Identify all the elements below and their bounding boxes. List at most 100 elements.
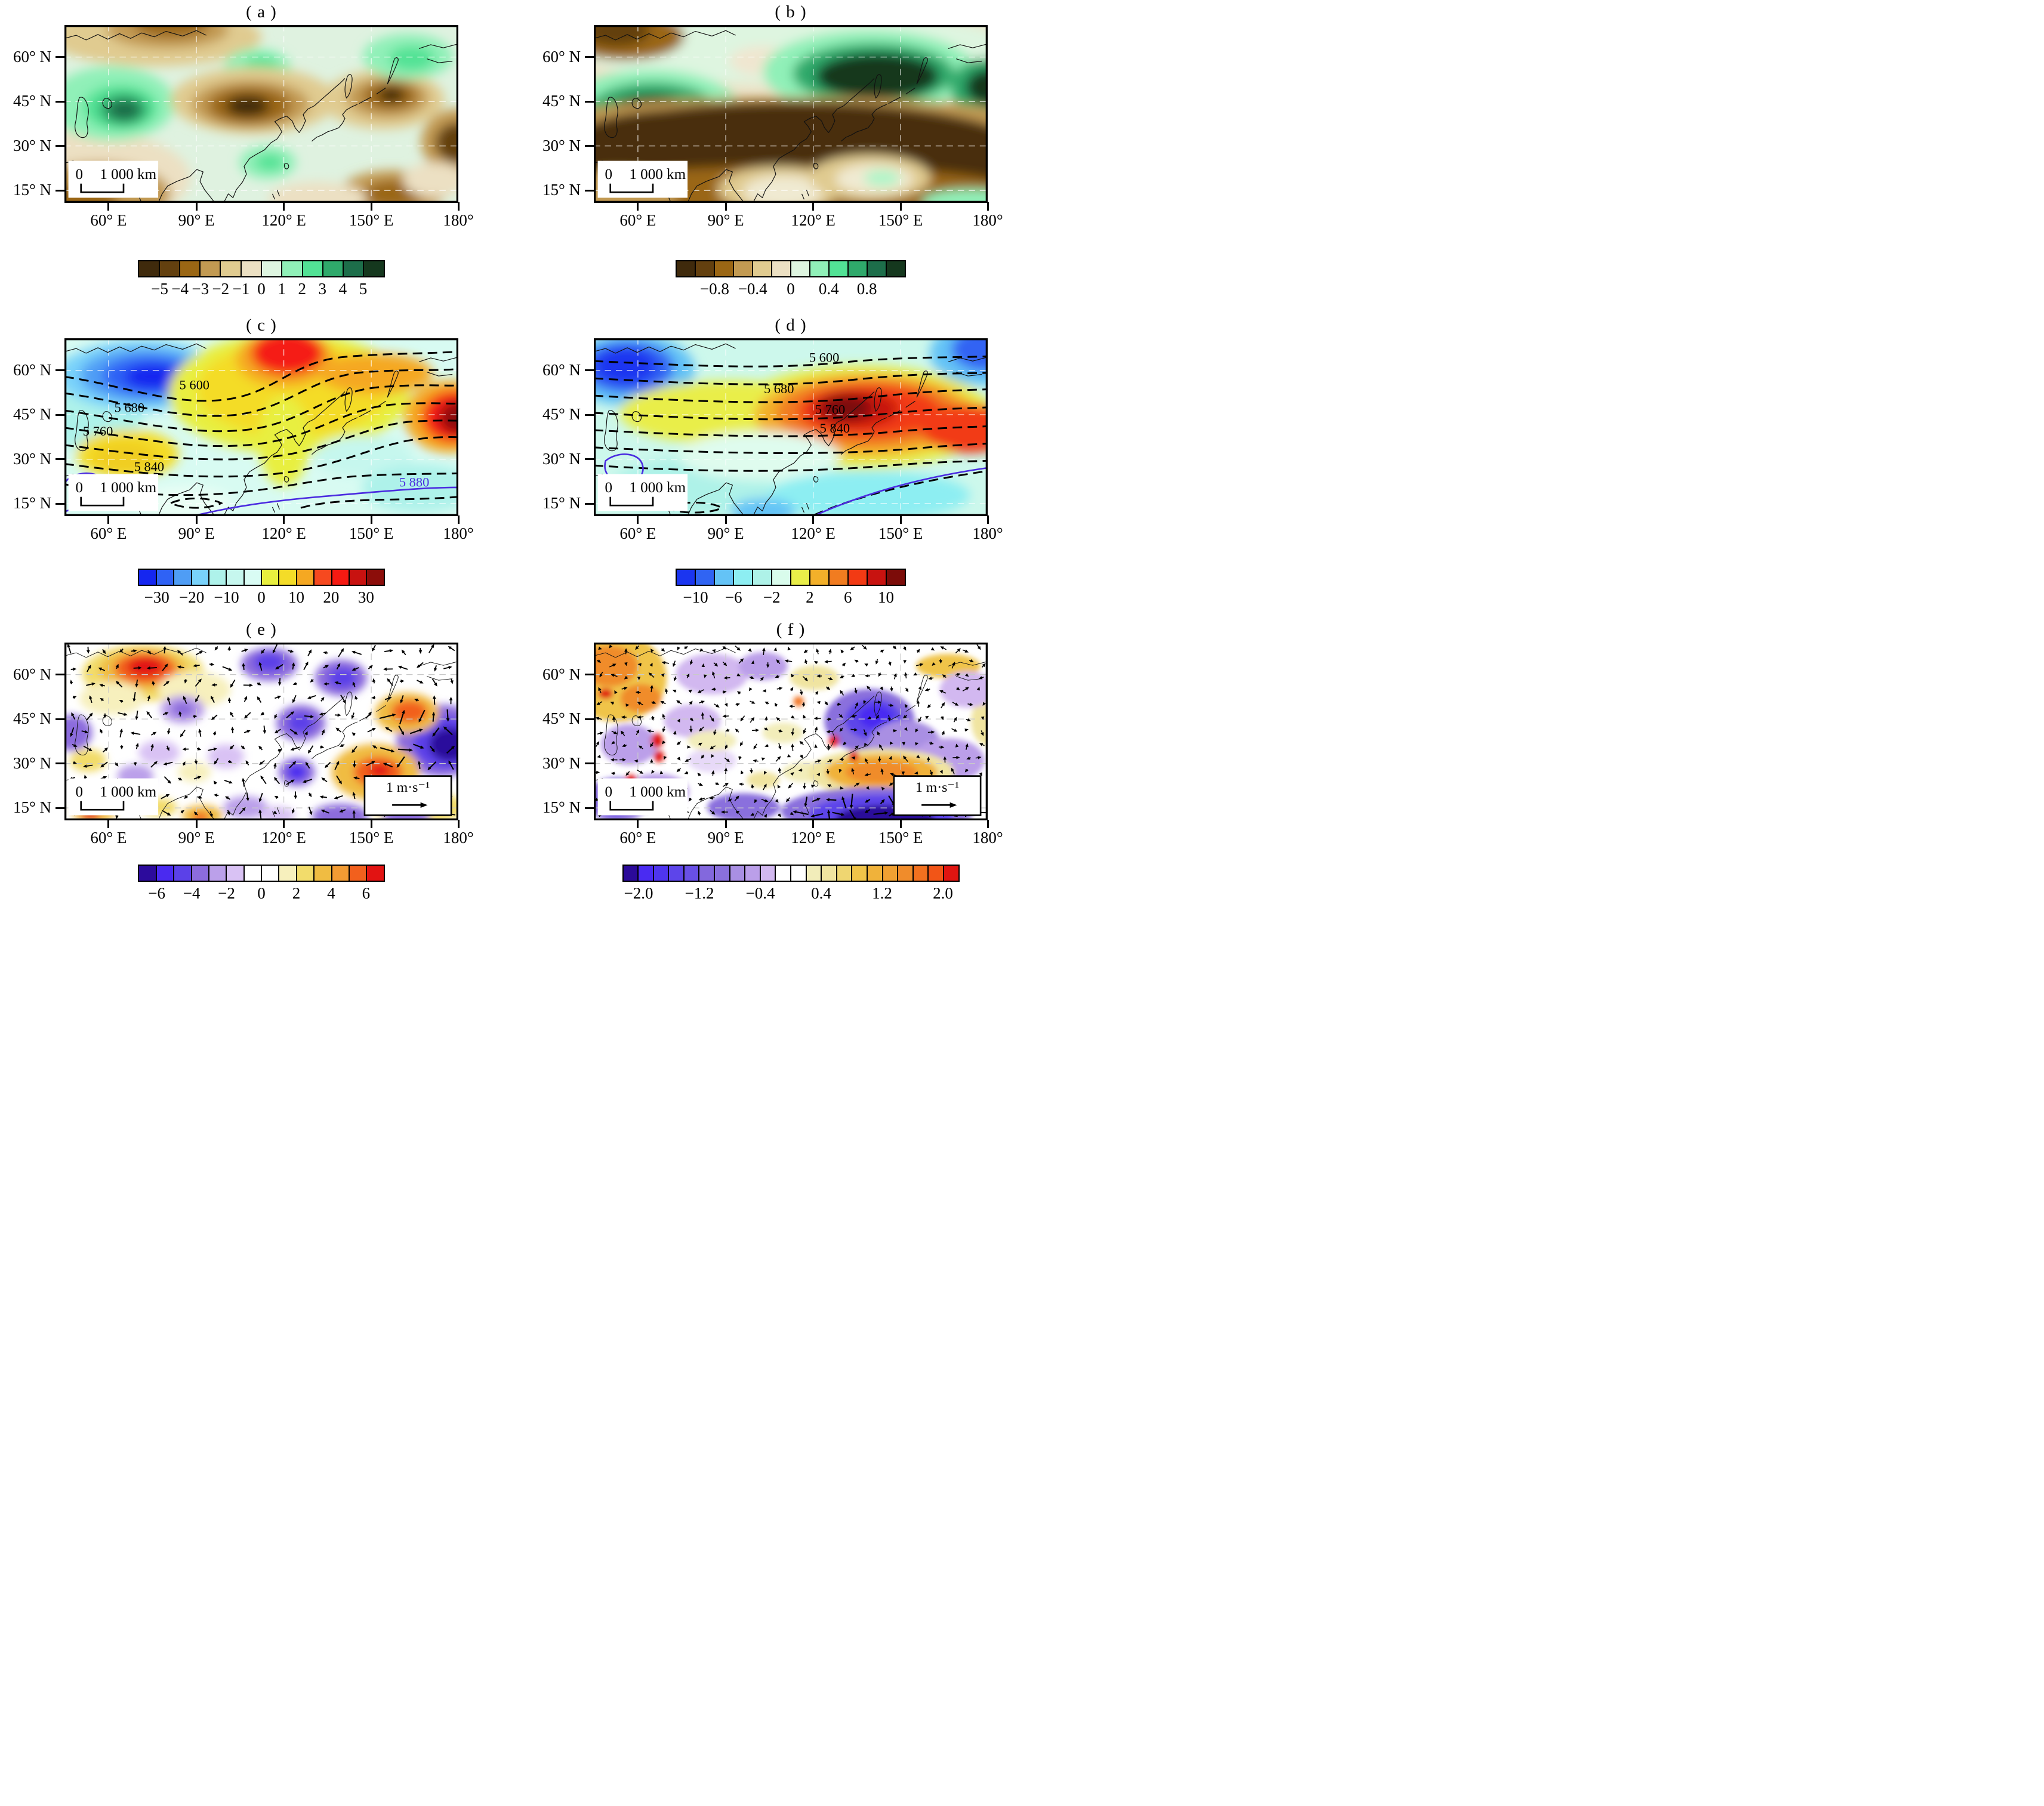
colorbar-tick-label: 6 (362, 884, 371, 902)
colorbar-tick-label: 20 (323, 588, 340, 606)
panel-a: ( a ) 0 1 000 km 60° N 45° N 30° N 15° N 60° E 9… (0, 0, 511, 310)
colorbar-tick-label: −30 (144, 588, 169, 606)
colorbar-cell (303, 261, 323, 276)
x-axis-label: 60° E (619, 524, 656, 542)
colorbar-tick-label: 30 (357, 588, 374, 606)
colorbar-cell (753, 261, 772, 276)
colorbar-tick-labels: −5 −4 −3 −2 −1 0 1 2 3 4 5 (139, 279, 383, 298)
colorbar-cell (262, 866, 280, 881)
colorbar-tick-label: −5 (151, 280, 168, 298)
y-axis-label: 60° N (542, 665, 581, 683)
colorbar-cell (241, 261, 262, 276)
x-axis-labels: 60° E 90° E 120° E 150° E 180° (594, 203, 1003, 234)
colorbar-tick-label: −2 (218, 884, 235, 902)
x-axis-label: 150° E (878, 211, 923, 229)
colorbar-cell (676, 570, 696, 585)
colorbar-cell (623, 866, 639, 881)
y-axis-tick (56, 502, 64, 505)
x-axis-label: 90° E (707, 829, 744, 847)
x-axis-tick (457, 820, 460, 828)
x-axis-tick (195, 202, 198, 211)
colorbar-cell (297, 570, 315, 585)
x-axis-tick (725, 820, 727, 828)
colorbar-cell (830, 570, 849, 585)
y-axis-label: 30° N (542, 136, 581, 155)
colorbar-tick-label: 2 (806, 588, 814, 606)
colorbar-cell (791, 866, 807, 881)
x-axis-label: 90° E (178, 211, 215, 229)
scale-bar-bracket (80, 183, 125, 193)
scale-bar-distance: 1 000 km (629, 166, 686, 183)
colorbar-tick-label: 0.8 (856, 280, 877, 298)
y-axis-tick (585, 674, 594, 676)
colorbar-tick-label: 0 (787, 280, 795, 298)
map-frame (64, 25, 458, 203)
x-axis-labels: 60° E 90° E 120° E 150° E 180° (64, 516, 473, 547)
map-frame (594, 338, 988, 516)
colorbar-tick-label: 0.4 (818, 280, 839, 298)
colorbar-cell (830, 261, 849, 276)
colorbar-cell (684, 866, 700, 881)
x-axis-label: 60° E (90, 829, 127, 847)
scale-bar-distance: 1 000 km (100, 784, 156, 800)
x-axis-tick (899, 515, 902, 524)
x-axis-label: 180° (443, 524, 474, 542)
panel-c: ( c ) 5 600 5 680 5 760 5 840 5 880 0 1 000 km 6… (0, 310, 511, 609)
colorbar-cell (297, 866, 315, 881)
map-frame (64, 643, 458, 820)
colorbar-tick-label: 2 (298, 280, 306, 298)
contour-label: 5 680 (764, 381, 794, 396)
y-axis-label: 45° N (13, 405, 51, 424)
colorbar-tick-label: −6 (148, 884, 165, 902)
colorbar-cell (323, 261, 344, 276)
x-axis-tick (986, 515, 989, 524)
y-axis-tick (56, 674, 64, 676)
colorbar-cell (156, 866, 175, 881)
colorbar-cell (776, 866, 792, 881)
contour-label: 5 880 (399, 475, 429, 490)
colorbar-cell (174, 866, 192, 881)
y-axis-tick (56, 189, 64, 192)
scale-bar-bracket (80, 801, 125, 811)
x-axis-tick (986, 202, 989, 211)
x-axis-label: 60° E (90, 524, 127, 542)
colorbar-tick-label: −10 (683, 588, 708, 606)
x-axis-tick (457, 515, 460, 524)
colorbar-cell (733, 261, 753, 276)
map-frame (594, 25, 988, 203)
colorbar-tick-label: −2 (212, 280, 230, 298)
scale-bar-zero: 0 (75, 166, 83, 183)
x-axis-tick (637, 202, 639, 211)
y-axis-label: 60° N (13, 360, 51, 379)
coastline (594, 30, 988, 203)
colorbar-cell (791, 570, 811, 585)
colorbar-cell (227, 866, 245, 881)
colorbar-cell (887, 570, 905, 585)
y-axis-tick (585, 502, 594, 505)
colorbar-tick-label: −20 (178, 588, 205, 606)
y-axis-label: 45° N (13, 709, 51, 728)
scale-bar: 0 1 000 km (597, 474, 688, 511)
y-axis-label: 30° N (542, 449, 581, 468)
panel-title-c: ( c ) (246, 316, 277, 335)
scale-bar-bracket (80, 496, 125, 507)
colorbar-cell (837, 866, 853, 881)
y-axis-label: 45° N (542, 405, 581, 424)
colorbar-tick-label: 5 (359, 280, 368, 298)
colorbar-cell (332, 866, 350, 881)
y-axis-label: 60° N (13, 665, 51, 683)
y-axis-tick (56, 100, 64, 103)
x-axis-label: 90° E (178, 829, 215, 847)
y-axis-tick (585, 413, 594, 416)
colorbar-cell (279, 866, 297, 881)
scale-bar-distance: 1 000 km (100, 166, 156, 183)
colorbar-cell (315, 570, 332, 585)
colorbar-cell (772, 261, 791, 276)
y-axis-label: 60° N (13, 47, 51, 66)
colorbar-cell (849, 570, 868, 585)
colorbar-tick-label: 2 (292, 884, 301, 902)
colorbar-cell (745, 866, 761, 881)
map-plot-f: 0 1 000 km 1 m·s⁻¹ (594, 643, 988, 820)
x-axis-label: 180° (972, 211, 1003, 229)
colorbar-cell (201, 261, 221, 276)
